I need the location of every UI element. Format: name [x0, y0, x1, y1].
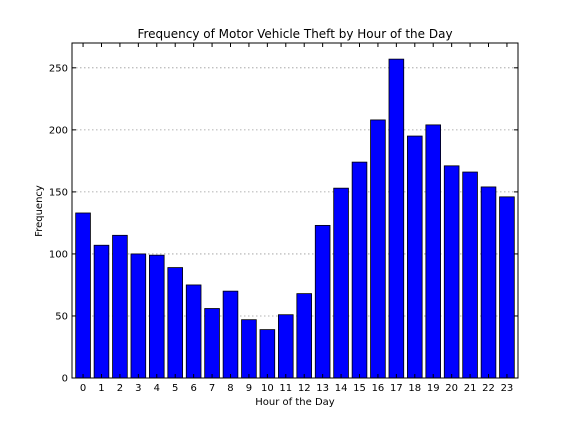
bar — [444, 166, 459, 378]
bar — [242, 320, 257, 378]
bar — [352, 162, 367, 378]
x-tick-label: 19 — [427, 383, 440, 394]
x-tick-label: 13 — [316, 383, 329, 394]
bars — [76, 59, 515, 378]
y-tick-label: 50 — [55, 311, 68, 322]
bar — [371, 120, 386, 378]
x-tick-label: 2 — [117, 383, 123, 394]
bar — [500, 197, 515, 378]
x-tick-label: 23 — [501, 383, 514, 394]
x-tick-label: 8 — [227, 383, 233, 394]
bar — [94, 245, 109, 378]
x-tick-label: 9 — [246, 383, 252, 394]
bar — [481, 187, 496, 378]
bar — [205, 309, 220, 378]
y-tick-label: 0 — [62, 374, 68, 385]
bar — [186, 285, 201, 378]
x-tick-label: 20 — [445, 383, 458, 394]
x-tick-label: 3 — [135, 383, 141, 394]
x-tick-label: 22 — [482, 383, 495, 394]
y-tick-label: 150 — [49, 187, 68, 198]
x-tick-label: 21 — [464, 383, 477, 394]
bar — [389, 59, 404, 378]
x-tick-label: 18 — [408, 383, 421, 394]
y-tick-label: 100 — [49, 249, 68, 260]
bar — [260, 330, 275, 378]
bar — [334, 188, 349, 378]
bar — [149, 255, 164, 378]
x-tick-label: 17 — [390, 383, 403, 394]
x-tick-label: 10 — [261, 383, 274, 394]
x-tick-label: 7 — [209, 383, 215, 394]
bar — [223, 291, 238, 378]
x-tick-label: 15 — [353, 383, 366, 394]
bar — [315, 225, 330, 378]
x-tick-label: 12 — [298, 383, 311, 394]
x-axis-label: Hour of the Day — [255, 397, 335, 408]
y-tick-label: 250 — [49, 63, 68, 74]
bar — [463, 172, 478, 378]
bar — [168, 268, 183, 378]
bar — [407, 136, 422, 378]
bar — [278, 315, 293, 378]
y-tick-label: 200 — [49, 125, 68, 136]
x-tick-label: 0 — [80, 383, 86, 394]
bar — [131, 254, 146, 378]
x-tick-label: 1 — [98, 383, 104, 394]
x-tick-label: 4 — [154, 383, 160, 394]
chart-title: Frequency of Motor Vehicle Theft by Hour… — [137, 27, 452, 41]
x-tick-label: 16 — [372, 383, 385, 394]
bar — [113, 235, 128, 378]
y-axis-label: Frequency — [34, 185, 45, 237]
x-tick-label: 14 — [335, 383, 348, 394]
x-tick-label: 5 — [172, 383, 178, 394]
bar — [297, 294, 312, 378]
bar — [76, 213, 91, 378]
x-tick-label: 11 — [279, 383, 292, 394]
x-tick-label: 6 — [190, 383, 196, 394]
bar — [426, 125, 441, 378]
